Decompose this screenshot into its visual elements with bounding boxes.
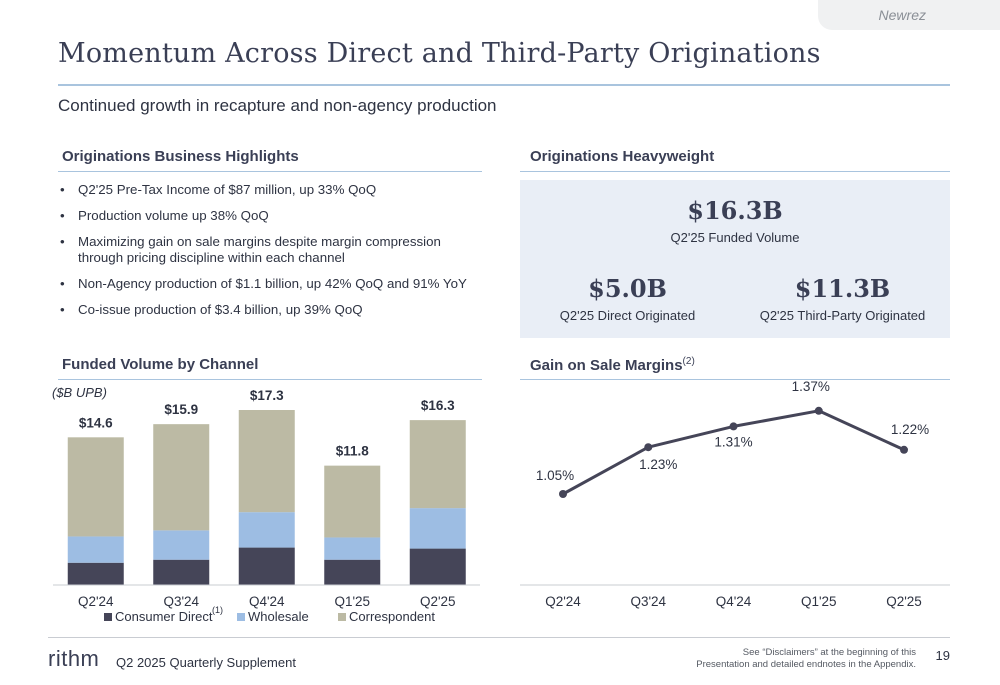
page-subtitle: Continued growth in recapture and non-ag… <box>58 96 497 115</box>
x-tick-label: Q4'24 <box>249 594 285 609</box>
x-tick-label: Q3'24 <box>163 594 199 609</box>
bar-segment-0 <box>409 548 466 585</box>
data-label: 1.22% <box>891 422 929 437</box>
funded-volume-value: $16.3B <box>687 196 783 225</box>
bar-segment-0 <box>153 559 210 585</box>
bar-segment-0 <box>67 562 124 585</box>
bar-segment-0 <box>324 559 381 585</box>
x-tick-label: Q2'25 <box>420 594 456 609</box>
funded-volume-divider <box>58 379 482 380</box>
bar-segment-2 <box>153 424 210 531</box>
x-tick-label: Q2'24 <box>78 594 114 609</box>
data-label: 1.05% <box>536 468 574 483</box>
gos-heading-footnote: (2) <box>682 356 695 367</box>
bar-segment-1 <box>153 530 210 560</box>
legend-footnote: (1) <box>212 605 223 615</box>
funded-volume-heading: Funded Volume by Channel <box>62 356 259 373</box>
heavyweight-heading: Originations Heavyweight <box>530 148 715 165</box>
gos-heading: Gain on Sale Margins(2) <box>530 356 695 374</box>
x-tick-label: Q4'24 <box>716 594 752 609</box>
highlight-item: Q2'25 Pre-Tax Income of $87 million, up … <box>58 182 478 198</box>
highlight-item: Co-issue production of $3.4 billion, up … <box>58 302 478 318</box>
third-party-originated-value: $11.3B <box>794 274 891 303</box>
direct-originated-label: Q2'25 Direct Originated <box>559 308 696 323</box>
x-tick-label: Q1'25 <box>334 594 370 609</box>
third-party-originated-label: Q2'25 Third-Party Originated <box>759 308 926 323</box>
x-tick-label: Q1'25 <box>801 594 837 609</box>
unit-label: ($B UPB) <box>52 385 107 400</box>
highlight-item: Production volume up 38% QoQ <box>58 208 478 224</box>
x-tick-label: Q2'24 <box>545 594 581 609</box>
disclaimer-line: Presentation and detailed endnotes in th… <box>696 659 916 670</box>
legend-swatch <box>338 613 346 621</box>
disclaimer-note: See “Disclaimers” at the beginning of th… <box>696 647 916 671</box>
bar-segment-1 <box>409 508 466 549</box>
heavyweight-panel: $16.3B Q2'25 Funded Volume $5.0B Q2'25 D… <box>520 180 950 338</box>
bar-total-label: $15.9 <box>164 402 198 417</box>
direct-originated-value: $5.0B <box>588 274 667 303</box>
bar-total-label: $16.3 <box>421 398 455 413</box>
x-tick-label: Q2'25 <box>886 594 922 609</box>
footer-divider <box>48 637 950 638</box>
bar-segment-1 <box>324 537 381 560</box>
legend-swatch <box>104 613 112 621</box>
gos-heading-text: Gain on Sale Margins <box>530 357 683 374</box>
margin-point <box>729 422 738 431</box>
brand-tag: Newrez <box>818 0 1000 30</box>
supplement-label: Q2 2025 Quarterly Supplement <box>116 655 296 670</box>
legend-label: Consumer Direct <box>115 609 213 624</box>
bar-total-label: $14.6 <box>79 415 113 430</box>
margin-point <box>814 406 823 415</box>
funded-volume-label: Q2'25 Funded Volume <box>670 230 800 245</box>
bar-segment-2 <box>324 465 381 538</box>
bar-segment-1 <box>67 536 124 563</box>
page-number: 19 <box>935 648 950 663</box>
highlight-item: Non-Agency production of $1.1 billion, u… <box>58 276 478 292</box>
margin-point <box>644 443 653 452</box>
data-label: 1.37% <box>792 380 830 394</box>
legend-label: Wholesale <box>248 609 309 624</box>
x-tick-label: Q3'24 <box>630 594 666 609</box>
data-label: 1.31% <box>714 434 752 449</box>
page-title: Momentum Across Direct and Third-Party O… <box>58 38 821 69</box>
bar-segment-2 <box>238 410 295 513</box>
funded-volume-chart: ($B UPB) $14.6 Q2'24 $15.9 Q3'24 $17.3 Q4'24 $1… <box>52 385 480 624</box>
highlights-divider <box>58 171 482 172</box>
bar-segment-2 <box>67 437 124 537</box>
title-divider <box>58 84 950 86</box>
company-logo: rithm <box>48 646 100 671</box>
gos-divider <box>520 379 950 380</box>
legend-swatch <box>237 613 245 621</box>
bar-segment-1 <box>238 512 295 548</box>
highlights-list: Q2'25 Pre-Tax Income of $87 million, up … <box>58 182 478 328</box>
highlight-item: Maximizing gain on sale margins despite … <box>58 234 478 266</box>
bar-total-label: $11.8 <box>336 444 370 459</box>
data-label: 1.23% <box>639 457 677 472</box>
bar-segment-0 <box>238 547 295 585</box>
disclaimer-line: See “Disclaimers” at the beginning of th… <box>742 647 916 658</box>
legend-label: Correspondent <box>349 609 435 624</box>
gos-chart: 1.05% Q2'24 1.23% Q3'24 1.31% Q4'24 1.37% Q1'25… <box>520 380 950 609</box>
bar-total-label: $17.3 <box>250 388 284 403</box>
highlights-heading: Originations Business Highlights <box>62 148 299 165</box>
heavyweight-divider <box>520 171 950 172</box>
bar-segment-2 <box>409 420 466 509</box>
brand-tag-label: Newrez <box>878 7 926 23</box>
margin-point <box>559 490 567 498</box>
margin-point <box>900 445 908 454</box>
